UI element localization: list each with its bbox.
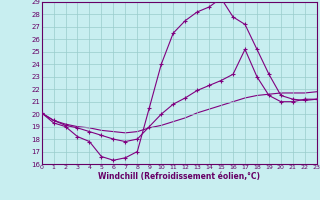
X-axis label: Windchill (Refroidissement éolien,°C): Windchill (Refroidissement éolien,°C) xyxy=(98,172,260,181)
